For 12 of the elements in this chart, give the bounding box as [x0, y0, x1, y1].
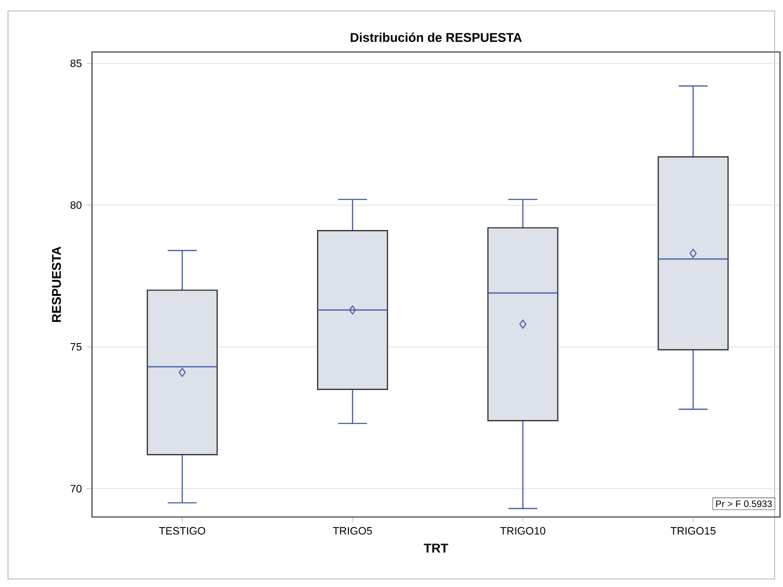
y-tick-label: 80 [70, 201, 82, 209]
x-tick-label: TRIGO5 [332, 527, 372, 535]
y-axis-title: RESPUESTA [52, 246, 61, 322]
x-tick-label: TRIGO10 [500, 527, 546, 535]
y-tick-label: 70 [70, 484, 82, 492]
x-tick-label: TRIGO15 [670, 527, 716, 535]
x-tick-label: TESTIGO [159, 527, 206, 535]
annotation: Pr > F 0.5933 [716, 500, 772, 508]
x-axis-title: TRT [424, 544, 448, 552]
y-tick-label: 75 [70, 343, 82, 351]
chart-title: Distribución de RESPUESTA [350, 32, 522, 42]
y-tick-label: 85 [70, 60, 82, 68]
